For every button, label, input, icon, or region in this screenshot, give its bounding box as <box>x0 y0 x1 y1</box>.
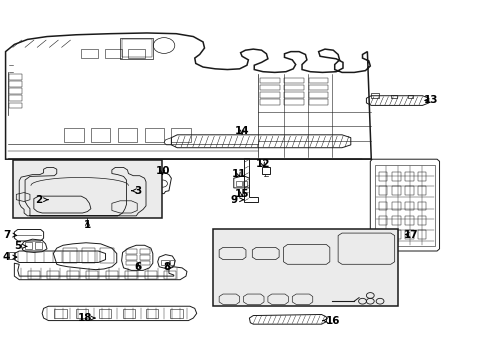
Text: 17: 17 <box>403 230 418 239</box>
Bar <box>91 128 110 142</box>
Text: 18: 18 <box>77 313 95 323</box>
Bar <box>128 49 145 58</box>
Text: 5: 5 <box>14 241 27 251</box>
Bar <box>308 78 328 83</box>
Bar <box>170 260 174 265</box>
Bar <box>391 216 400 225</box>
Bar <box>170 309 182 318</box>
Bar <box>9 74 21 80</box>
Bar <box>81 49 98 58</box>
Bar <box>140 249 150 253</box>
Bar <box>81 248 95 263</box>
Text: 3: 3 <box>131 186 142 196</box>
Bar <box>405 230 413 239</box>
Text: 6: 6 <box>134 262 142 272</box>
Bar <box>235 181 241 186</box>
Bar <box>405 172 413 181</box>
Bar <box>391 230 400 239</box>
Bar <box>100 248 114 263</box>
Text: 16: 16 <box>323 316 340 325</box>
Bar <box>27 271 40 279</box>
Bar <box>417 186 426 195</box>
Bar <box>144 128 163 142</box>
Bar <box>260 99 279 105</box>
Text: 8: 8 <box>163 262 171 272</box>
Text: 9: 9 <box>230 195 243 205</box>
Bar <box>126 261 137 265</box>
Bar <box>64 128 83 142</box>
Bar <box>378 216 386 225</box>
Bar <box>54 309 66 318</box>
Text: 7: 7 <box>3 230 17 239</box>
Text: 4: 4 <box>3 252 17 262</box>
Bar <box>260 92 279 98</box>
Bar <box>308 92 328 98</box>
Bar <box>378 172 386 181</box>
Bar <box>104 49 122 58</box>
Text: 12: 12 <box>255 159 270 169</box>
Bar <box>378 230 386 239</box>
Bar <box>9 103 21 108</box>
Bar <box>391 186 400 195</box>
Bar <box>146 309 158 318</box>
Bar <box>212 229 397 306</box>
Bar <box>284 85 304 90</box>
Bar <box>144 271 157 279</box>
Bar <box>118 128 137 142</box>
Bar <box>9 95 21 101</box>
Bar <box>9 252 15 259</box>
Bar <box>66 271 79 279</box>
Bar <box>76 309 88 318</box>
Bar <box>405 202 413 211</box>
Bar <box>378 186 386 195</box>
Bar <box>86 271 98 279</box>
Text: 2: 2 <box>35 195 48 205</box>
Bar <box>99 309 111 318</box>
Bar <box>126 249 137 253</box>
Bar <box>378 202 386 211</box>
Bar <box>160 260 169 265</box>
Bar <box>308 85 328 90</box>
Bar <box>405 216 413 225</box>
Bar <box>417 202 426 211</box>
Bar <box>9 88 21 94</box>
Bar <box>47 271 59 279</box>
Bar <box>405 186 413 195</box>
Bar <box>242 181 247 186</box>
Bar <box>105 271 118 279</box>
Bar <box>13 159 161 218</box>
Bar <box>391 172 400 181</box>
Bar <box>284 99 304 105</box>
Bar <box>125 271 137 279</box>
Bar <box>391 202 400 211</box>
Bar <box>9 81 21 87</box>
Bar <box>260 78 279 83</box>
Bar <box>260 85 279 90</box>
Text: 15: 15 <box>234 189 249 199</box>
Bar <box>284 92 304 98</box>
Bar <box>171 128 190 142</box>
Text: 1: 1 <box>84 220 91 230</box>
Bar <box>163 271 176 279</box>
Bar <box>140 255 150 260</box>
Bar <box>126 255 137 260</box>
Text: 10: 10 <box>155 166 169 176</box>
Bar <box>417 230 426 239</box>
Bar <box>140 261 150 265</box>
Bar <box>35 242 42 249</box>
Bar <box>120 38 153 59</box>
Bar <box>308 99 328 105</box>
Bar <box>63 248 77 263</box>
Text: 11: 11 <box>231 168 245 179</box>
Bar <box>417 172 426 181</box>
Bar <box>417 216 426 225</box>
Bar <box>284 78 304 83</box>
Text: 14: 14 <box>234 126 249 135</box>
Text: 13: 13 <box>423 95 437 105</box>
Bar <box>25 242 32 249</box>
Bar <box>122 40 152 57</box>
Bar <box>122 309 135 318</box>
